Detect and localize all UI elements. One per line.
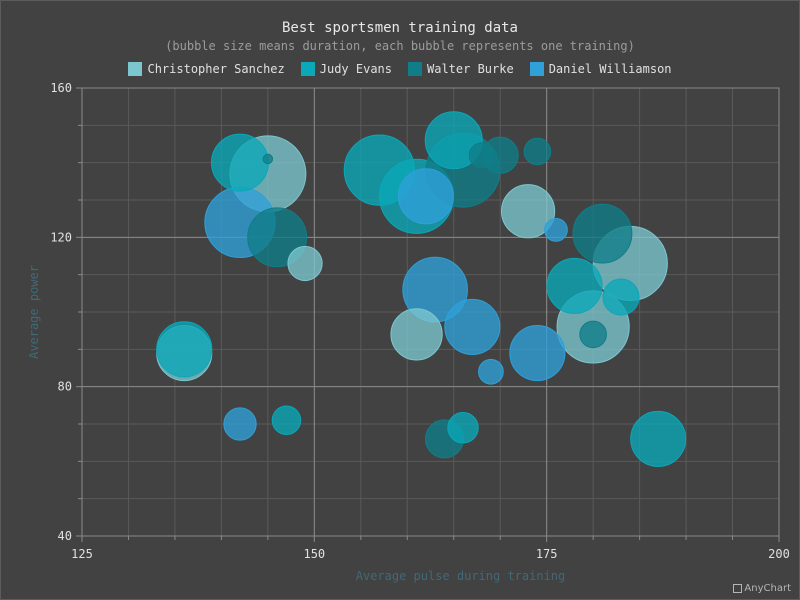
bubble-point xyxy=(602,278,640,316)
bubble-point xyxy=(444,298,501,355)
bubble-point xyxy=(262,153,274,165)
bubble-point xyxy=(343,134,416,206)
y-tick-label: 120 xyxy=(50,230,72,244)
y-tick-label: 40 xyxy=(58,529,72,543)
anychart-credit[interactable]: AnyChart xyxy=(733,583,791,594)
legend-swatch xyxy=(408,62,422,76)
bubble-point xyxy=(210,133,269,192)
x-axis-title: Average pulse during training xyxy=(356,569,566,583)
y-tick-label: 80 xyxy=(58,380,72,394)
bubble-point xyxy=(447,412,479,444)
bubble-point xyxy=(271,405,302,436)
bubble-point xyxy=(579,320,607,349)
x-tick-label: 175 xyxy=(536,547,558,561)
chart-title: Best sportsmen training data xyxy=(281,20,518,36)
bubble-point xyxy=(523,137,552,166)
bubble-point xyxy=(509,325,566,382)
bubble-point xyxy=(397,168,454,225)
x-tick-label: 150 xyxy=(303,547,325,561)
bubble-point xyxy=(546,257,603,314)
legend-swatch xyxy=(529,62,544,76)
bubble-point xyxy=(500,184,556,239)
bubble-point xyxy=(424,111,483,170)
y-axis-title: Average power xyxy=(27,265,41,359)
legend-item[interactable]: Christopher Sanchez xyxy=(128,62,285,76)
chart-subtitle: (bubble size means duration, each bubble… xyxy=(165,39,635,53)
bubble-point xyxy=(572,203,633,264)
legend-item[interactable]: Walter Burke xyxy=(408,62,514,76)
x-tick-label: 200 xyxy=(768,547,790,561)
y-tick-label: 160 xyxy=(50,81,72,95)
bubble-point xyxy=(468,142,495,169)
bubble-point xyxy=(478,358,504,385)
legend-item[interactable]: Daniel Williamson xyxy=(529,62,672,76)
bubble-point xyxy=(223,407,257,441)
chart-logo-icon xyxy=(733,584,743,593)
legend-label: Judy Evans xyxy=(319,62,392,76)
credit-label: AnyChart xyxy=(744,583,791,594)
chart-legend: Christopher Sanchez Judy Evans Walter Burk… xyxy=(0,62,800,76)
legend-swatch xyxy=(300,62,315,76)
bubble-point xyxy=(390,308,443,361)
legend-label: Christopher Sanchez xyxy=(147,62,285,76)
x-tick-label: 125 xyxy=(71,547,93,561)
legend-label: Daniel Williamson xyxy=(548,62,672,76)
legend-item[interactable]: Judy Evans xyxy=(300,62,392,76)
bubble-point xyxy=(630,410,687,467)
bubble-point xyxy=(287,245,323,282)
bubble-point xyxy=(544,217,568,242)
bubble-point xyxy=(156,321,213,378)
legend-label: Walter Burke xyxy=(427,62,514,76)
legend-swatch xyxy=(128,62,143,76)
